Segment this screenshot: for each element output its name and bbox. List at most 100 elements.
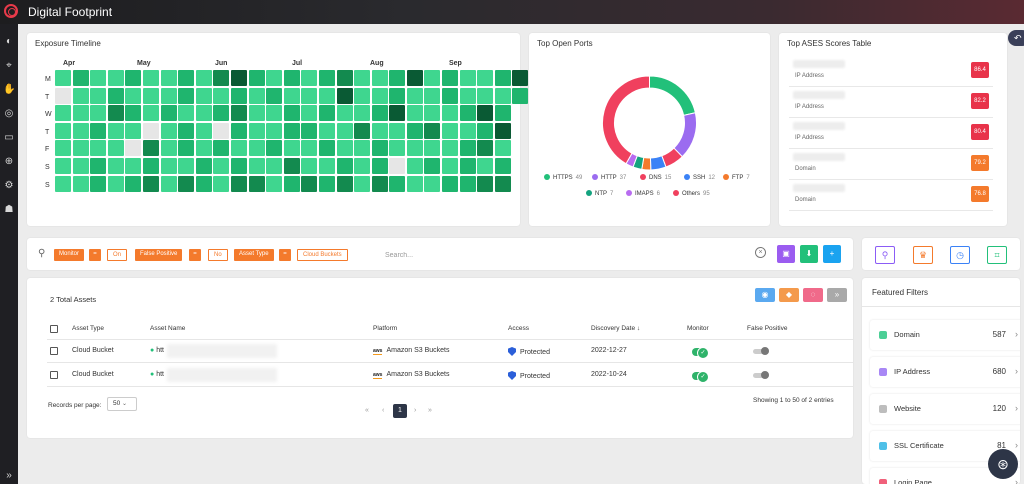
heatmap-cell[interactable] (178, 87, 195, 104)
heatmap-cell[interactable] (442, 87, 459, 104)
heatmap-cell[interactable] (90, 105, 107, 122)
heatmap-cell[interactable] (72, 105, 89, 122)
heatmap-cell[interactable] (195, 175, 212, 192)
prev-page-icon[interactable]: ‹ (382, 407, 385, 414)
heatmap-cell[interactable] (371, 157, 388, 174)
heatmap-cell[interactable] (336, 70, 353, 86)
featured-filter-ip-address[interactable]: IP Address 680 › (870, 357, 1020, 387)
heatmap-cell[interactable] (178, 175, 195, 192)
heatmap-cell[interactable] (125, 105, 142, 122)
heatmap-cell[interactable] (318, 140, 335, 157)
heatmap-cell[interactable] (406, 122, 423, 139)
heatmap-cell[interactable] (142, 122, 159, 139)
heatmap-cell[interactable] (477, 122, 494, 139)
heatmap-cell[interactable] (336, 87, 353, 104)
heatmap-cell[interactable] (160, 105, 177, 122)
legend-item-ssh[interactable]: SSH 12 (684, 174, 715, 181)
heatmap-cell[interactable] (107, 70, 124, 86)
heatmap-cell[interactable] (248, 157, 265, 174)
heatmap-cell[interactable] (142, 157, 159, 174)
heatmap-cell[interactable] (371, 70, 388, 86)
heatmap-cell[interactable] (90, 87, 107, 104)
heatmap-cell[interactable] (442, 157, 459, 174)
heatmap-cell[interactable] (424, 105, 441, 122)
heatmap-cell[interactable] (389, 70, 406, 86)
heatmap-cell[interactable] (72, 157, 89, 174)
legend-item-others[interactable]: Others 95 (673, 190, 710, 197)
heatmap-cell[interactable] (266, 87, 283, 104)
heatmap-cell[interactable] (301, 175, 318, 192)
heatmap-cell[interactable] (90, 122, 107, 139)
heatmap-cell[interactable] (107, 175, 124, 192)
row-checkbox[interactable] (50, 371, 58, 379)
heatmap-cell[interactable] (318, 175, 335, 192)
heatmap-cell[interactable] (406, 157, 423, 174)
heatmap-cell[interactable] (283, 140, 300, 157)
clear-search-icon[interactable]: × (755, 247, 766, 258)
user-shield-icon[interactable]: ☗ (4, 204, 14, 215)
heatmap-cell[interactable] (178, 140, 195, 157)
download-button[interactable]: ⬇ (800, 245, 818, 263)
chip-false-positive[interactable]: False Positive (135, 249, 183, 261)
heatmap-cell[interactable] (213, 122, 230, 139)
heatmap-cell[interactable] (371, 105, 388, 122)
legend-item-imaps[interactable]: IMAPS 6 (626, 190, 660, 197)
asset-name-cell[interactable]: ● htt (150, 371, 164, 378)
heatmap-cell[interactable] (55, 87, 71, 104)
chip-asset-type-operator[interactable]: = (279, 249, 291, 261)
expand-sidebar-icon[interactable]: » (6, 470, 12, 481)
select-all-checkbox[interactable] (50, 325, 58, 333)
settings-icon[interactable]: ⚙ (4, 180, 14, 191)
heatmap-cell[interactable] (213, 87, 230, 104)
heatmap-cell[interactable] (266, 122, 283, 139)
search-input[interactable] (385, 248, 765, 262)
heatmap-cell[interactable] (195, 140, 212, 157)
legend-item-https[interactable]: HTTPS 49 (544, 174, 582, 181)
heatmap-cell[interactable] (389, 122, 406, 139)
chip-asset-type[interactable]: Asset Type (234, 249, 274, 261)
heatmap-cell[interactable] (354, 140, 371, 157)
heatmap-cell[interactable] (283, 105, 300, 122)
donut-slice-http[interactable] (673, 112, 697, 158)
heatmap-cell[interactable] (301, 87, 318, 104)
heatmap-cell[interactable] (424, 70, 441, 86)
heatmap-cell[interactable] (406, 105, 423, 122)
heatmap-cell[interactable] (371, 140, 388, 157)
featured-filter-website[interactable]: Website 120 › (870, 394, 1020, 424)
heatmap-cell[interactable] (301, 140, 318, 157)
heatmap-cell[interactable] (494, 70, 511, 86)
heatmap-cell[interactable] (195, 70, 212, 86)
heatmap-cell[interactable] (406, 70, 423, 86)
heatmap-cell[interactable] (178, 122, 195, 139)
heatmap-cell[interactable] (371, 87, 388, 104)
heatmap-cell[interactable] (494, 175, 511, 192)
add-button[interactable]: + (823, 245, 841, 263)
heatmap-cell[interactable] (266, 175, 283, 192)
heatmap-cell[interactable] (160, 70, 177, 86)
help-lifebuoy-icon[interactable]: ⊛ (988, 449, 1018, 479)
heatmap-cell[interactable] (213, 140, 230, 157)
heatmap-cell[interactable] (55, 157, 71, 174)
row-checkbox[interactable] (50, 347, 58, 355)
heatmap-cell[interactable] (178, 105, 195, 122)
heatmap-cell[interactable] (301, 70, 318, 86)
heatmap-cell[interactable] (90, 70, 107, 86)
chip-false-positive-operator[interactable]: = (189, 249, 201, 261)
col-platform[interactable]: Platform (373, 325, 398, 332)
heatmap-cell[interactable] (213, 70, 230, 86)
featured-filter-login-page[interactable]: Login Page › (870, 468, 1020, 484)
next-page-icon[interactable]: › (414, 407, 417, 414)
chip-monitor-value[interactable]: On (107, 249, 128, 261)
target-icon[interactable]: ◎ (4, 108, 14, 119)
heatmap-cell[interactable] (354, 105, 371, 122)
heatmap-cell[interactable] (512, 70, 529, 86)
chip-monitor-operator[interactable]: = (89, 249, 101, 261)
heatmap-cell[interactable] (107, 140, 124, 157)
heatmap-cell[interactable] (283, 122, 300, 139)
donut-slice-others[interactable] (602, 75, 650, 165)
heatmap-cell[interactable] (477, 105, 494, 122)
heatmap-cell[interactable] (442, 70, 459, 86)
heatmap-cell[interactable] (230, 157, 247, 174)
heatmap-cell[interactable] (160, 157, 177, 174)
heatmap-cell[interactable] (230, 122, 247, 139)
